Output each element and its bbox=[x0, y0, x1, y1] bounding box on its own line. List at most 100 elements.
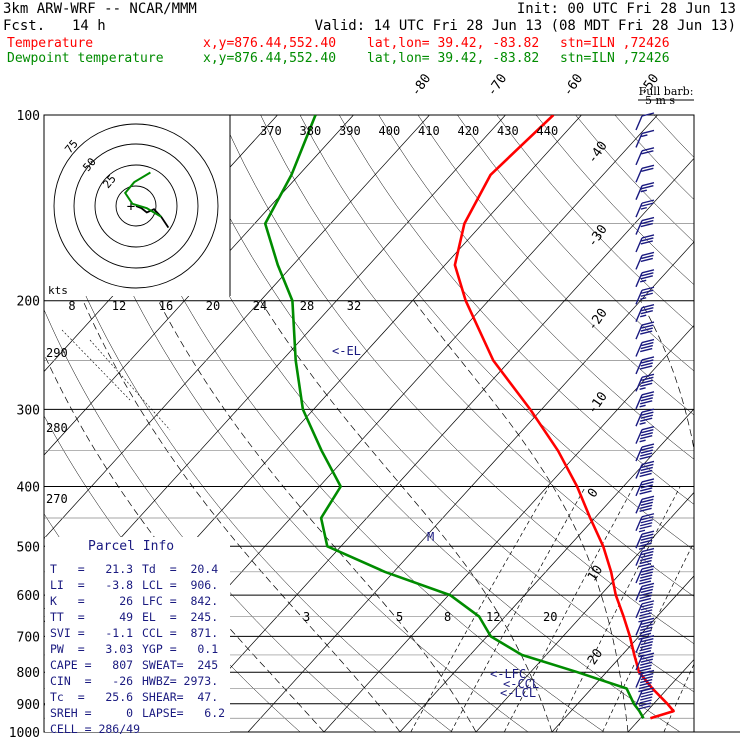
wind-barb-staff bbox=[635, 167, 643, 183]
parcel-info-row: PW = 3.03 YGP = 0.1 bbox=[50, 642, 230, 658]
wind-barb-flag bbox=[640, 469, 653, 475]
hodograph-unit: kts bbox=[48, 284, 68, 297]
wind-barb-flag bbox=[641, 585, 654, 591]
wind-barb-flag bbox=[641, 324, 654, 329]
wind-barb-half bbox=[639, 404, 646, 408]
theta-label: 420 bbox=[458, 124, 480, 138]
wind-barb-flag bbox=[638, 632, 652, 637]
wind-barb-flag bbox=[641, 582, 655, 588]
wind-barb-flag bbox=[638, 597, 652, 603]
wind-barb-flag bbox=[638, 580, 652, 585]
wind-barb-flag bbox=[640, 696, 653, 701]
wind-barb-staff bbox=[635, 272, 643, 288]
wind-barb-flag bbox=[638, 650, 652, 655]
wind-barb-flag bbox=[640, 330, 653, 335]
wind-barb-staff bbox=[635, 673, 643, 688]
wind-barb-staff bbox=[635, 342, 643, 357]
header-model: 3km ARW-WRF -- NCAR/MMM bbox=[3, 1, 197, 17]
wind-barb-flag bbox=[640, 675, 653, 681]
wind-barb-flag bbox=[639, 594, 652, 600]
wind-barb-flag bbox=[641, 547, 655, 553]
wind-barb-flag bbox=[639, 542, 652, 547]
isotherm-label: -80 bbox=[408, 71, 434, 99]
isotherm-line bbox=[704, 115, 740, 732]
parcel-info-row: TT = 49 EL = 245. bbox=[50, 610, 230, 626]
wind-barb-staff bbox=[635, 255, 643, 270]
legend-dewpoint-name: Dewpoint temperature bbox=[7, 51, 164, 66]
parcel-info-row: SVI = -1.1 CCL = 871. bbox=[50, 626, 230, 642]
wind-barb bbox=[635, 530, 655, 550]
wind-barb-half bbox=[640, 279, 647, 283]
dry-adiabat-line bbox=[339, 115, 694, 505]
wind-barb bbox=[635, 687, 655, 710]
wind-barb-staff bbox=[635, 411, 643, 427]
hodograph-ring bbox=[94, 164, 178, 248]
moist-adiabat-line bbox=[413, 300, 629, 732]
pressure-tick-label: 100 bbox=[17, 109, 40, 124]
theta-label: 370 bbox=[260, 124, 282, 138]
theta-label: 400 bbox=[379, 124, 401, 138]
wind-barb bbox=[635, 408, 655, 427]
parcel-info-left: Tc = 25.6 bbox=[50, 690, 134, 704]
pressure-tick-label: 400 bbox=[17, 480, 40, 495]
parcel-info-right: SWEAT= 245 bbox=[142, 658, 219, 672]
wind-barb bbox=[635, 199, 655, 218]
el-marker: <-EL bbox=[332, 344, 361, 358]
wind-barb-flag bbox=[641, 182, 655, 187]
ccl-marker: <-CCL bbox=[503, 677, 539, 691]
wind-barb-flag bbox=[640, 417, 653, 422]
wind-barb-flag bbox=[641, 568, 654, 573]
wind-barb-flag bbox=[640, 484, 653, 489]
isotherm-line bbox=[475, 491, 694, 732]
wind-barb-flag bbox=[640, 522, 653, 527]
parcel-info-left: TT = 49 bbox=[50, 610, 134, 624]
hodograph-speed-label: 16 bbox=[159, 299, 173, 313]
wind-barb-flag bbox=[640, 693, 653, 698]
wind-barb-flag bbox=[640, 275, 653, 280]
wind-barb-flag bbox=[641, 638, 654, 643]
wind-barb bbox=[635, 617, 655, 640]
wind-barb-half bbox=[639, 387, 646, 391]
wind-barb-half bbox=[638, 547, 646, 550]
parcel-info-right: LFC = 842. bbox=[142, 594, 219, 608]
mixing-ratio-label: 5 bbox=[396, 610, 403, 624]
isotherm-label: -10 bbox=[585, 389, 611, 417]
parcel-info-right: LCL = 906. bbox=[142, 578, 219, 592]
theta-label: 390 bbox=[339, 124, 361, 138]
wind-barb bbox=[635, 669, 655, 693]
wind-barb-staff bbox=[635, 499, 643, 514]
parcel-info-right: EL = 245. bbox=[142, 610, 219, 624]
wind-barb-staff bbox=[635, 429, 643, 444]
parcel-info-right: LAPSE= 6.2 bbox=[142, 706, 226, 720]
isotherm-label: -70 bbox=[484, 71, 510, 99]
wind-barb-flag bbox=[641, 533, 654, 538]
parcel-info-row: K = 26 LFC = 842. bbox=[50, 594, 230, 610]
wind-barb-flag bbox=[641, 669, 655, 675]
wind-barb-flag bbox=[641, 251, 655, 257]
wind-barb-flag bbox=[640, 556, 653, 562]
wind-barb-flag bbox=[640, 327, 653, 332]
hodograph-guide-line bbox=[89, 339, 171, 431]
parcel-info-right: HWBZ= 2973. bbox=[142, 674, 219, 688]
wind-barb-flag bbox=[641, 516, 654, 521]
wind-barb-flag bbox=[640, 222, 653, 228]
wind-barb-flag bbox=[640, 362, 653, 367]
wind-barb-flag bbox=[640, 309, 653, 315]
parcel-info-row: SREH = 0 LAPSE= 6.2 bbox=[50, 706, 230, 722]
wind-barb bbox=[635, 338, 655, 357]
wind-barb-flag bbox=[639, 664, 652, 669]
wind-barb-flag bbox=[639, 612, 652, 617]
wind-barb-staff bbox=[635, 377, 643, 392]
wind-barb bbox=[635, 251, 655, 270]
wind-barb-flag bbox=[641, 460, 655, 466]
wind-barb-flag bbox=[640, 574, 653, 579]
wind-barb-staff bbox=[635, 464, 643, 479]
parcel-info-right: Td = 20.4 bbox=[142, 562, 219, 576]
dry-adiabat-line bbox=[496, 115, 694, 329]
wind-barb-staff bbox=[635, 220, 643, 235]
dry-adiabat-line bbox=[260, 115, 694, 597]
wind-barb-flag bbox=[641, 321, 655, 326]
parcel-info-left: CELL = 286/49 bbox=[50, 722, 141, 736]
